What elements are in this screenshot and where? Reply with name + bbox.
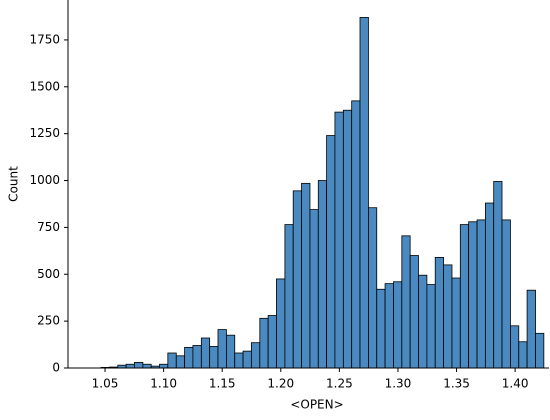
x-tick-label: 1.35 (443, 377, 470, 391)
y-tick-label: 1000 (29, 173, 60, 187)
x-tick-label: 1.40 (502, 377, 529, 391)
bar (342, 109, 353, 369)
bar (309, 209, 319, 369)
bar (526, 289, 536, 369)
bar (259, 317, 269, 369)
bar (409, 255, 419, 369)
bar (351, 100, 361, 369)
bar (142, 363, 152, 369)
y-tick-label: 500 (37, 267, 60, 281)
bar (518, 341, 528, 369)
bar (209, 346, 219, 369)
bar (125, 363, 135, 369)
bar (276, 278, 286, 369)
bar (317, 180, 328, 369)
y-tick-label: 0 (52, 361, 60, 375)
bar (267, 315, 277, 369)
y-tick-label: 750 (37, 220, 60, 234)
y-axis-label: Count (7, 166, 21, 202)
bar (484, 202, 495, 369)
bar (459, 224, 470, 369)
bar (167, 352, 177, 369)
x-tick-label: 1.10 (150, 377, 177, 391)
bar (234, 352, 244, 369)
bar (301, 182, 311, 369)
bar (384, 283, 394, 369)
bar (376, 288, 386, 369)
bar (468, 221, 478, 369)
bar (434, 256, 444, 369)
bar (226, 334, 236, 369)
bar (510, 325, 520, 369)
x-tick-label: 1.30 (385, 377, 412, 391)
y-tick-label: 1250 (29, 126, 60, 140)
bar (359, 17, 369, 369)
x-tick-label: 1.25 (326, 377, 353, 391)
bar (393, 281, 403, 369)
bar (493, 181, 503, 369)
y-tick-label: 250 (37, 314, 60, 328)
bar (284, 224, 294, 369)
bar (426, 284, 436, 369)
y-tick-label: 1500 (29, 79, 60, 93)
bar (292, 190, 302, 369)
bar (443, 264, 453, 369)
x-tick-label: 1.05 (92, 377, 119, 391)
bar (418, 274, 428, 369)
y-tick-label: 1750 (29, 32, 60, 46)
bar (250, 342, 261, 369)
bar (334, 111, 344, 369)
bar (175, 355, 185, 369)
bar (535, 332, 545, 369)
x-tick-label: 1.15 (209, 377, 236, 391)
x-axis-label: <OPEN> (290, 398, 343, 412)
bar (368, 207, 378, 369)
bar (134, 361, 144, 369)
bar (159, 363, 169, 369)
bar (242, 350, 252, 369)
bar (184, 346, 194, 369)
bar (200, 337, 211, 369)
bar (401, 235, 411, 369)
bar (326, 135, 336, 369)
bar (501, 219, 511, 369)
bar (476, 219, 486, 369)
bar (217, 329, 227, 369)
x-tick-label: 1.20 (267, 377, 294, 391)
bar (192, 345, 202, 369)
bar (451, 277, 461, 369)
